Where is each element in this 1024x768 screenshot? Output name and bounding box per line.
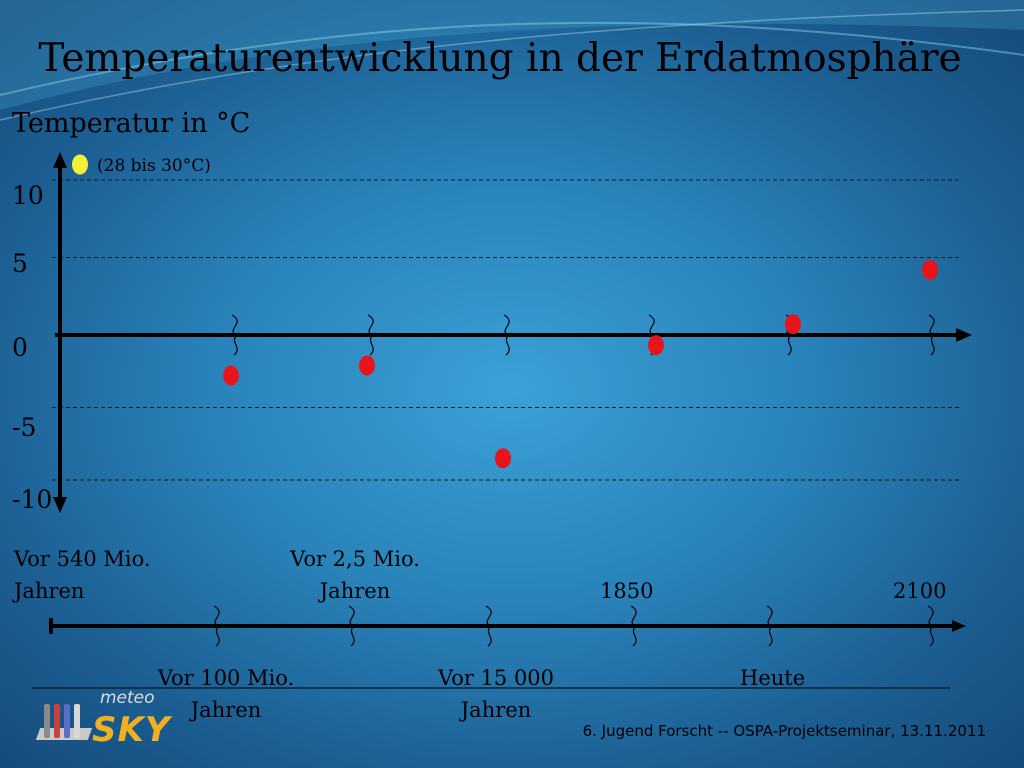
data-point — [359, 355, 375, 376]
axis-break-mark — [367, 314, 377, 356]
x-label-vor-540-mio: Vor 540 Mio. Jahren — [14, 547, 151, 603]
x-label-2100: 2100 — [893, 579, 947, 603]
x-label-vor-100-mio: Vor 100 Mio. Jahren — [157, 666, 295, 722]
y-tick-label: 5 — [12, 249, 28, 278]
x-axis-arrow — [956, 328, 972, 342]
meteo-sky-logo: meteo SKY — [35, 688, 176, 762]
data-point — [922, 259, 938, 280]
axis-break-mark — [503, 314, 513, 356]
data-point — [785, 314, 801, 335]
axis-break-mark — [928, 314, 938, 356]
x-label-vor-2-5-mio: Vor 2,5 Mio. Jahren — [290, 547, 420, 603]
decorative-swoosh — [0, 0, 1024, 121]
y-axis-arrow-bottom — [53, 497, 67, 513]
x-label-heute: Heute — [740, 666, 806, 690]
data-point — [648, 335, 664, 356]
y-tick-label: 10 — [12, 181, 44, 210]
y-tick-label: -5 — [12, 413, 37, 442]
x-label-1850: 1850 — [600, 579, 654, 603]
footer-text: 6. Jugend Forscht -- OSPA-Projektseminar… — [582, 722, 986, 740]
x-label-vor-15000: Vor 15 000 Jahren — [437, 666, 555, 722]
timeline-break-mark — [485, 605, 495, 647]
y-tick-label: -10 — [12, 485, 53, 514]
data-point — [495, 448, 511, 469]
timeline-break-mark — [213, 605, 223, 647]
y-axis-title: Temperatur in °C — [12, 108, 251, 139]
timeline-arrow — [952, 620, 966, 632]
slide-title: Temperaturentwicklung in der Erdatmosphä… — [38, 36, 962, 81]
y-axis-arrow-top — [53, 152, 67, 168]
data-point — [72, 154, 88, 175]
timeline-break-mark — [348, 605, 358, 647]
timeline-break-mark — [766, 605, 776, 647]
timeline-break-mark — [630, 605, 640, 647]
y-tick-label: 0 — [12, 333, 28, 362]
data-point — [223, 365, 239, 386]
timeline-break-mark — [927, 605, 937, 647]
axis-break-mark — [231, 314, 241, 356]
point-note: (28 bis 30°C) — [97, 156, 211, 176]
